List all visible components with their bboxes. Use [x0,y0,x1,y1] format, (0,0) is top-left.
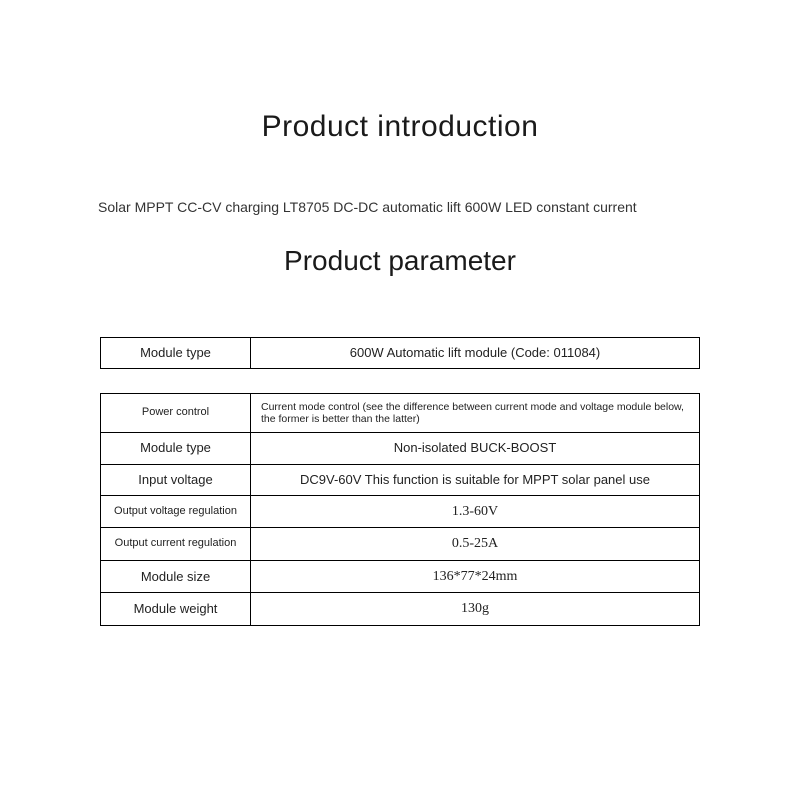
param-value: DC9V-60V This function is suitable for M… [251,464,700,495]
heading-introduction: Product introduction [0,110,800,144]
param-label: Module type [101,433,251,464]
table-row: Module type600W Automatic lift module (C… [101,338,700,369]
table-row: Output current regulation0.5-25A [101,528,700,561]
parameter-table-1: Module type600W Automatic lift module (C… [100,337,700,369]
param-value: 0.5-25A [251,528,700,561]
param-label: Output voltage regulation [101,495,251,528]
table-row: Output voltage regulation1.3-60V [101,495,700,528]
param-label: Input voltage [101,464,251,495]
table-row: Module size136*77*24mm [101,560,700,593]
parameter-table-2: Power controlCurrent mode control (see t… [100,393,700,626]
param-value: 136*77*24mm [251,560,700,593]
param-value: Non-isolated BUCK-BOOST [251,433,700,464]
product-spec-page: Product introduction Solar MPPT CC-CV ch… [0,0,800,800]
param-label: Output current regulation [101,528,251,561]
table-row: Power controlCurrent mode control (see t… [101,394,700,433]
parameter-table-2-body: Power controlCurrent mode control (see t… [101,394,700,626]
heading-parameter: Product parameter [0,245,800,277]
param-label: Power control [101,394,251,433]
param-value: 600W Automatic lift module (Code: 011084… [251,338,700,369]
table-row: Module typeNon-isolated BUCK-BOOST [101,433,700,464]
param-label: Module type [101,338,251,369]
param-label: Module weight [101,593,251,626]
parameter-tables-container: Module type600W Automatic lift module (C… [0,337,800,626]
parameter-table-1-body: Module type600W Automatic lift module (C… [101,338,700,369]
table-row: Module weight130g [101,593,700,626]
param-value: 130g [251,593,700,626]
param-value: 1.3-60V [251,495,700,528]
product-subtitle: Solar MPPT CC-CV charging LT8705 DC-DC a… [0,199,800,215]
table-row: Input voltageDC9V-60V This function is s… [101,464,700,495]
param-value: Current mode control (see the difference… [251,394,700,433]
param-label: Module size [101,560,251,593]
